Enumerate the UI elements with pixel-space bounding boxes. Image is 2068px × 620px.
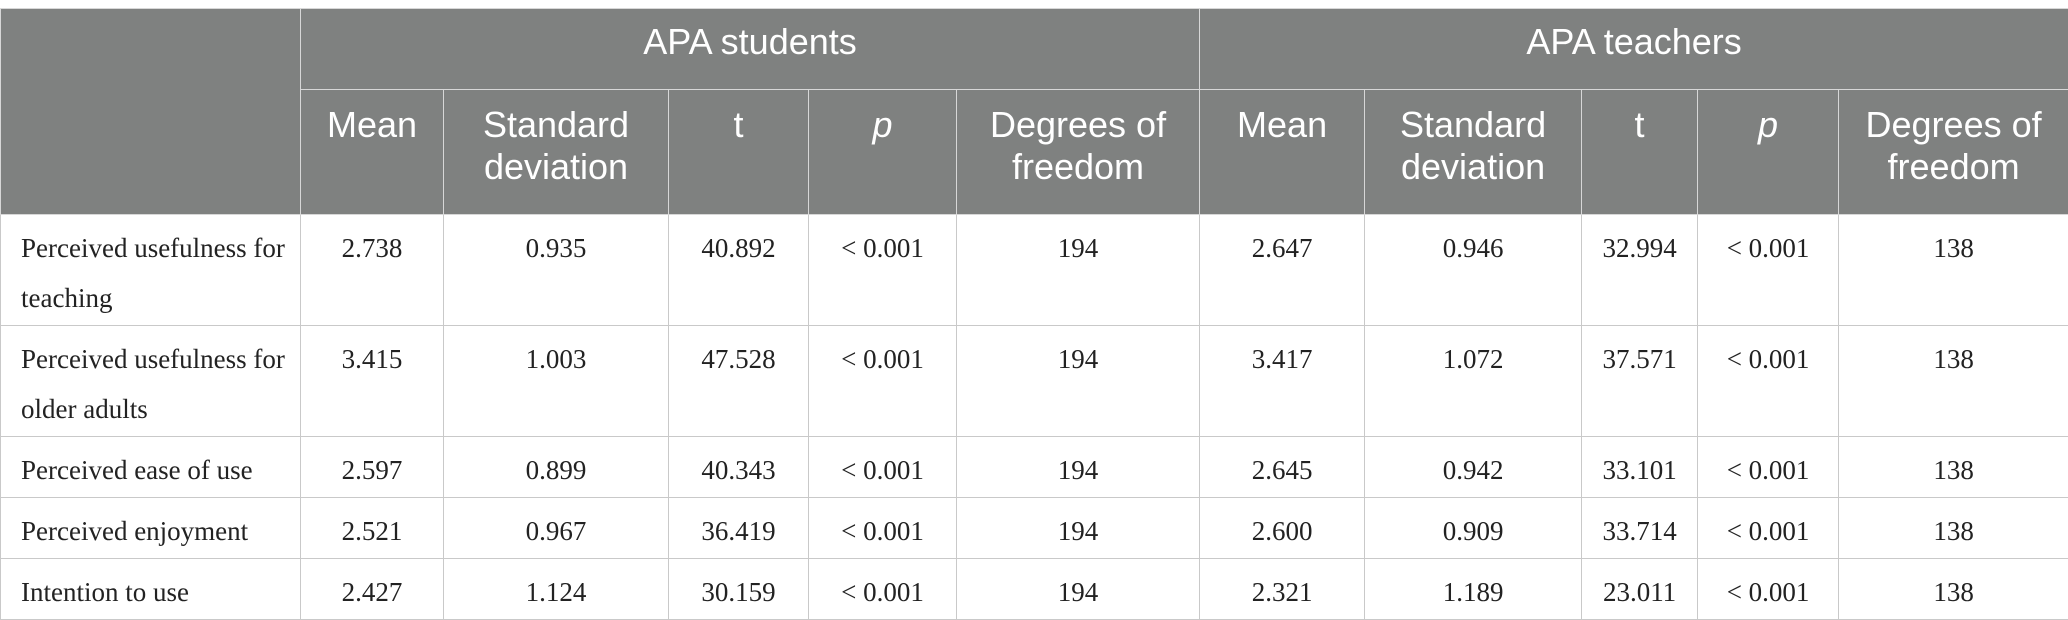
group-header-row: APA students APA teachers bbox=[1, 9, 2068, 90]
students-p-cell: < 0.001 bbox=[809, 437, 957, 498]
col-header-students-mean: Mean bbox=[301, 90, 444, 215]
students-df-cell: 194 bbox=[957, 215, 1200, 326]
students-p-cell: < 0.001 bbox=[809, 559, 957, 620]
teachers-t-cell: 33.714 bbox=[1582, 498, 1698, 559]
teachers-df-cell: 138 bbox=[1839, 437, 2068, 498]
teachers-p-cell: < 0.001 bbox=[1698, 215, 1839, 326]
table-row: Perceived usefulness for older adults 3.… bbox=[1, 326, 2068, 437]
students-t-cell: 36.419 bbox=[669, 498, 809, 559]
group-header-teachers: APA teachers bbox=[1200, 9, 2068, 90]
students-mean-cell: 2.738 bbox=[301, 215, 444, 326]
col-header-teachers-sd: Standard deviation bbox=[1365, 90, 1582, 215]
group-header-students: APA students bbox=[301, 9, 1200, 90]
students-df-cell: 194 bbox=[957, 326, 1200, 437]
teachers-p-cell: < 0.001 bbox=[1698, 559, 1839, 620]
students-mean-cell: 2.521 bbox=[301, 498, 444, 559]
corner-cell bbox=[1, 9, 301, 215]
students-p-cell: < 0.001 bbox=[809, 215, 957, 326]
teachers-sd-cell: 1.072 bbox=[1365, 326, 1582, 437]
col-header-teachers-p: p bbox=[1698, 90, 1839, 215]
students-df-cell: 194 bbox=[957, 437, 1200, 498]
col-header-teachers-mean: Mean bbox=[1200, 90, 1365, 215]
col-header-students-p: p bbox=[809, 90, 957, 215]
teachers-p-cell: < 0.001 bbox=[1698, 437, 1839, 498]
students-df-cell: 194 bbox=[957, 498, 1200, 559]
row-label: Perceived enjoyment bbox=[1, 498, 301, 559]
teachers-p-cell: < 0.001 bbox=[1698, 498, 1839, 559]
teachers-sd-cell: 0.942 bbox=[1365, 437, 1582, 498]
students-sd-cell: 0.935 bbox=[444, 215, 669, 326]
teachers-t-cell: 37.571 bbox=[1582, 326, 1698, 437]
col-header-students-df: Degrees of freedom bbox=[957, 90, 1200, 215]
teachers-mean-cell: 2.600 bbox=[1200, 498, 1365, 559]
teachers-df-cell: 138 bbox=[1839, 326, 2068, 437]
teachers-t-cell: 32.994 bbox=[1582, 215, 1698, 326]
teachers-sd-cell: 1.189 bbox=[1365, 559, 1582, 620]
teachers-df-cell: 138 bbox=[1839, 498, 2068, 559]
col-header-students-sd: Standard deviation bbox=[444, 90, 669, 215]
teachers-mean-cell: 3.417 bbox=[1200, 326, 1365, 437]
students-sd-cell: 0.899 bbox=[444, 437, 669, 498]
teachers-sd-cell: 0.909 bbox=[1365, 498, 1582, 559]
teachers-t-cell: 33.101 bbox=[1582, 437, 1698, 498]
row-label: Perceived ease of use bbox=[1, 437, 301, 498]
table-row: Perceived ease of use 2.597 0.899 40.343… bbox=[1, 437, 2068, 498]
statistics-table: APA students APA teachers Mean Standard … bbox=[0, 8, 2068, 620]
students-p-cell: < 0.001 bbox=[809, 326, 957, 437]
teachers-p-cell: < 0.001 bbox=[1698, 326, 1839, 437]
teachers-t-cell: 23.011 bbox=[1582, 559, 1698, 620]
teachers-df-cell: 138 bbox=[1839, 559, 2068, 620]
students-sd-cell: 0.967 bbox=[444, 498, 669, 559]
table-row: Intention to use 2.427 1.124 30.159 < 0.… bbox=[1, 559, 2068, 620]
students-mean-cell: 2.427 bbox=[301, 559, 444, 620]
column-header-row: Mean Standard deviation t p Degrees of f… bbox=[1, 90, 2068, 215]
students-t-cell: 30.159 bbox=[669, 559, 809, 620]
students-sd-cell: 1.124 bbox=[444, 559, 669, 620]
teachers-df-cell: 138 bbox=[1839, 215, 2068, 326]
students-p-cell: < 0.001 bbox=[809, 498, 957, 559]
teachers-mean-cell: 2.647 bbox=[1200, 215, 1365, 326]
students-sd-cell: 1.003 bbox=[444, 326, 669, 437]
teachers-mean-cell: 2.645 bbox=[1200, 437, 1365, 498]
row-label: Perceived usefulness for teaching bbox=[1, 215, 301, 326]
teachers-sd-cell: 0.946 bbox=[1365, 215, 1582, 326]
students-mean-cell: 2.597 bbox=[301, 437, 444, 498]
students-t-cell: 40.343 bbox=[669, 437, 809, 498]
col-header-students-t: t bbox=[669, 90, 809, 215]
col-header-teachers-t: t bbox=[1582, 90, 1698, 215]
table-row: Perceived enjoyment 2.521 0.967 36.419 <… bbox=[1, 498, 2068, 559]
row-label: Perceived usefulness for older adults bbox=[1, 326, 301, 437]
col-header-teachers-df: Degrees of freedom bbox=[1839, 90, 2068, 215]
students-mean-cell: 3.415 bbox=[301, 326, 444, 437]
teachers-mean-cell: 2.321 bbox=[1200, 559, 1365, 620]
students-t-cell: 47.528 bbox=[669, 326, 809, 437]
row-label: Intention to use bbox=[1, 559, 301, 620]
students-df-cell: 194 bbox=[957, 559, 1200, 620]
students-t-cell: 40.892 bbox=[669, 215, 809, 326]
table-row: Perceived usefulness for teaching 2.738 … bbox=[1, 215, 2068, 326]
